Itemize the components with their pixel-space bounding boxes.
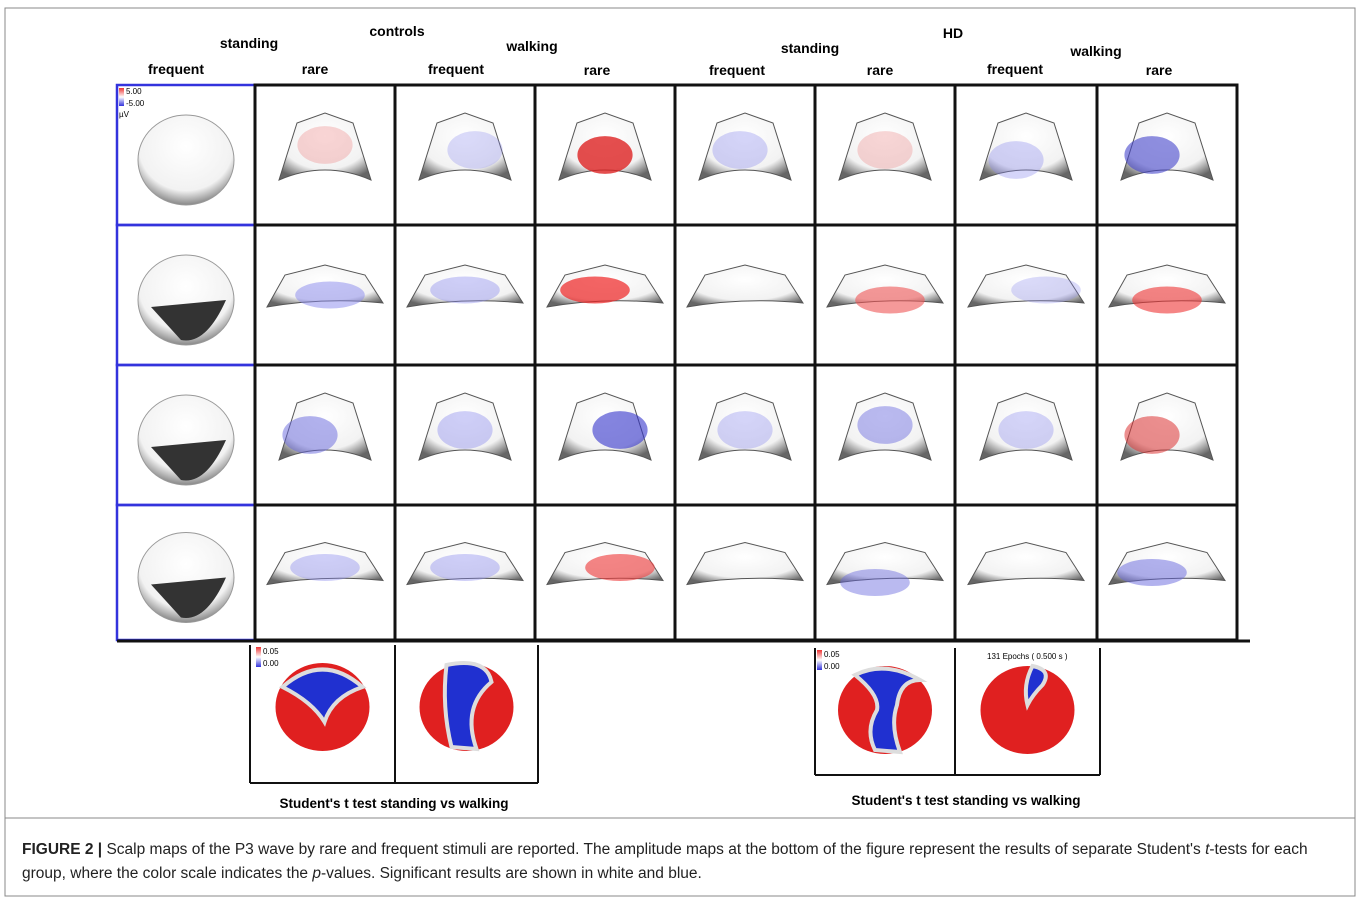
scalp-map [967,541,1085,586]
colorbar-min: 0.00 [263,659,279,668]
condition-title: walking [505,38,557,54]
stimulus-label: rare [302,61,329,77]
ttest-significant [851,666,928,755]
caption-label: FIGURE 2 | [22,841,103,858]
scalp-activity [717,411,773,449]
scalp-activity [1117,559,1187,586]
scalp-activity [1132,286,1202,314]
scalp-activity [577,136,633,174]
scalp-activity [1011,276,1081,304]
scalp-activity [430,276,500,304]
scalp-activity [988,141,1044,179]
scalp-map [698,112,792,181]
scalp-map [686,264,804,308]
colorbar-min: 0.00 [824,662,840,671]
colorbar [256,647,261,667]
condition-title: standing [220,35,278,51]
scalp-activity [840,569,910,596]
scalp-activity [712,131,768,169]
stimulus-label: frequent [709,62,765,78]
head-3d [137,114,235,206]
stimulus-label: frequent [987,61,1043,77]
condition-title: standing [781,40,839,56]
stimulus-label: frequent [428,61,484,77]
scalp-activity [592,411,648,449]
ttest-significant [1023,663,1048,711]
scalp-map [418,112,512,181]
scalp-grid [115,83,1250,643]
colorbar-max: 5.00 [126,87,142,96]
colorbar-max: 0.05 [263,647,279,656]
scalp-activity [998,411,1054,449]
scalp-map [838,392,932,461]
colorbar [817,650,822,670]
colorbar-min: -5.00 [126,99,145,108]
figure-caption: FIGURE 2 | Scalp maps of the P3 wave by … [22,838,1332,886]
scalp-map [278,112,372,181]
ttest-significant [442,661,494,752]
ttest-caption: Student's t test standing vs walking [852,793,1081,808]
caption-text: -values. Significant results are shown i… [321,865,702,882]
caption-text: Scalp maps of the P3 wave by rare and fr… [106,841,1206,858]
scalp-map [826,541,944,586]
scalp-activity [585,554,655,581]
scalp-map [979,112,1073,181]
ttest-significant [278,667,367,727]
scalp-activity [430,554,500,581]
head-underside [151,300,226,341]
ttest-panels [249,645,1101,784]
scalp-activity [1124,416,1180,454]
caption-italic: p [312,865,321,882]
scalp-activity [857,131,913,169]
scalp-map [406,264,524,308]
caption-text: -tests for each group, where the color s… [22,841,1308,882]
ttest-caption: Student's t test standing vs walking [280,796,509,811]
scalp-activity [290,554,360,581]
scalp-map [686,541,804,586]
scalp-activity [447,131,503,169]
scalp-activity [1124,136,1180,174]
stimulus-label: frequent [148,61,204,77]
scalp-map [418,392,512,461]
scalp-activity [295,281,365,309]
scalp-map [698,392,792,461]
head-underside [151,577,226,618]
scalp-activity [282,416,338,454]
group-title: HD [943,25,963,41]
epochs-label: 131 Epochs ( 0.500 s ) [987,652,1068,661]
scalp-activity [437,411,493,449]
colorbar [119,88,124,106]
scalp-map [266,541,384,586]
condition-title: walking [1069,43,1121,59]
stimulus-label: rare [867,62,894,78]
stimulus-label: rare [584,62,611,78]
stimulus-label: rare [1146,62,1173,78]
scalp-map [406,541,524,586]
scalp-activity [297,126,353,164]
group-title: controls [369,23,424,39]
colorbar-unit: µV [119,110,130,119]
colorbar-max: 0.05 [824,650,840,659]
head-underside [151,440,226,481]
frame [4,7,1356,897]
scalp-map [979,392,1073,461]
scalp-activity [560,276,630,304]
ttest-head [980,666,1075,754]
scalp-activity [855,286,925,314]
scalp-map [967,264,1085,308]
scalp-activity [857,406,913,444]
caption-italic: t [1205,841,1210,858]
scalp-map [838,112,932,181]
